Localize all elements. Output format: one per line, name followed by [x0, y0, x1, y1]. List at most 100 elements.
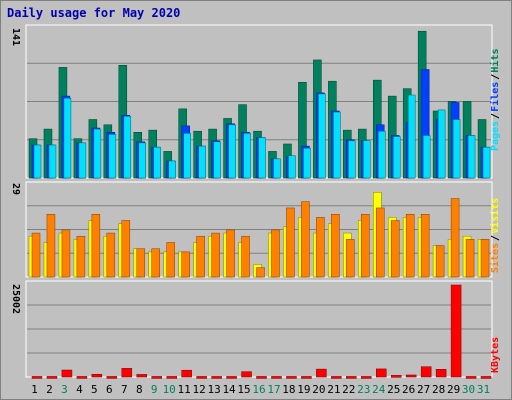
sites-bar: [420, 213, 430, 278]
day-label: 27: [417, 383, 430, 396]
legend-pages: Pages: [490, 121, 501, 151]
sites-bar: [196, 235, 205, 278]
kbytes-ymax-label: 25002: [10, 284, 21, 314]
pages-bar: [467, 135, 476, 179]
kbytes-bar: [346, 376, 357, 379]
pages-bar: [138, 142, 147, 179]
legend-separator: /: [490, 235, 501, 241]
pages-bar: [348, 140, 356, 179]
sites-bar: [121, 220, 131, 278]
sites-bar: [76, 235, 86, 278]
kbytes-bar: [181, 369, 192, 378]
legend-files: Files: [489, 82, 501, 112]
sites-bar: [211, 232, 220, 278]
sites-bar: [450, 198, 460, 278]
legend-separator: /: [490, 74, 501, 80]
sites-bar: [46, 213, 56, 278]
kbytes-bar: [390, 375, 402, 378]
kbytes-bar: [241, 371, 252, 378]
pages-bar: [228, 124, 236, 179]
day-label: 20: [312, 383, 325, 396]
sites-bar: [465, 239, 475, 278]
sites-bar: [91, 213, 101, 278]
sites-bar: [106, 232, 116, 278]
sites-bar: [435, 245, 445, 278]
day-label: 10: [163, 383, 176, 396]
day-label: 16: [252, 383, 265, 396]
day-label: 25: [387, 383, 400, 396]
kbytes-bar: [405, 374, 417, 378]
sites-bar: [241, 235, 250, 278]
sites-bar: [61, 229, 71, 278]
day-label: 28: [432, 383, 445, 396]
pages-bar: [378, 130, 386, 179]
kbytes-bar: [316, 368, 327, 378]
pages-bar: [108, 134, 117, 179]
pages-bar: [318, 93, 326, 179]
kbytes-bar: [121, 368, 133, 378]
day-label: 14: [222, 383, 236, 396]
pages-bar: [437, 109, 446, 179]
sites-bar: [166, 242, 175, 278]
pages-bar: [168, 160, 176, 179]
day-label: 11: [178, 383, 191, 396]
kbytes-bar: [271, 376, 282, 379]
pages-bar: [273, 158, 281, 179]
pages-bar: [33, 144, 42, 179]
pages-bar: [422, 135, 431, 179]
day-label: 19: [297, 383, 310, 396]
day-label: 29: [447, 383, 460, 396]
kbytes-bar: [166, 376, 177, 379]
kbytes-bar: [420, 366, 432, 378]
sites-bar: [331, 213, 340, 278]
kbytes-bar: [196, 376, 207, 379]
legend-separator: /: [490, 113, 501, 119]
pages-bar: [183, 133, 191, 179]
kbytes-bar: [301, 376, 312, 379]
sites-bar: [376, 207, 385, 278]
pages-bar: [258, 137, 266, 179]
day-label: 1: [31, 383, 38, 396]
kbytes-bar: [331, 376, 342, 379]
day-label: 4: [76, 383, 83, 396]
kbytes-bar: [106, 376, 118, 379]
kbytes-bar: [91, 373, 103, 378]
kbytes-bar: [46, 376, 58, 379]
kbytes-bar: [61, 369, 73, 378]
sites-bar: [256, 267, 265, 278]
pages-bar: [452, 119, 461, 179]
pages-bar: [243, 133, 251, 179]
hits-ymax-label: 141: [10, 28, 21, 46]
kbytes-bar: [435, 369, 447, 378]
pages-bar: [288, 155, 296, 179]
sites-bar: [151, 248, 160, 278]
pages-bar: [392, 136, 401, 179]
kbytes-bar: [286, 376, 297, 379]
sites-bar: [301, 201, 310, 278]
day-label: 24: [372, 383, 386, 396]
sites-bar: [480, 239, 490, 278]
kbytes-bar: [31, 376, 43, 379]
pages-bar: [363, 140, 371, 179]
day-label: 21: [327, 383, 340, 396]
pages-bar: [333, 111, 341, 179]
kbytes-bar: [151, 376, 162, 379]
pages-bar: [303, 147, 311, 179]
kbytes-bar: [480, 376, 492, 379]
kbytes-bar: [136, 374, 148, 378]
day-label: 7: [121, 383, 128, 396]
legend-visits: Visits: [489, 198, 501, 234]
pages-bar: [198, 145, 206, 179]
sites-bar: [390, 220, 400, 278]
sites-bar: [316, 217, 325, 278]
sites-bar: [31, 232, 41, 278]
sites-bar: [136, 248, 146, 278]
day-label: 9: [151, 383, 158, 396]
sites-bar: [271, 229, 280, 278]
sites-bar: [226, 229, 235, 278]
pages-bar: [63, 97, 72, 179]
pages-bar: [48, 144, 57, 179]
kbytes-bar: [361, 376, 372, 379]
